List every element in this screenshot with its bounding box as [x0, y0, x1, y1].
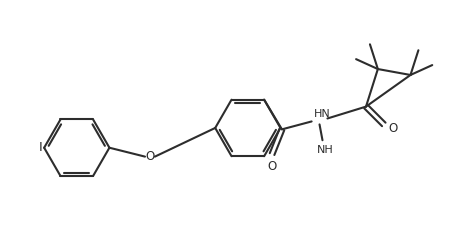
Text: O: O [268, 160, 276, 173]
Text: NH: NH [317, 145, 333, 155]
Text: I: I [38, 141, 42, 154]
Text: HN: HN [313, 109, 330, 120]
Text: O: O [389, 122, 398, 135]
Text: O: O [145, 150, 155, 163]
